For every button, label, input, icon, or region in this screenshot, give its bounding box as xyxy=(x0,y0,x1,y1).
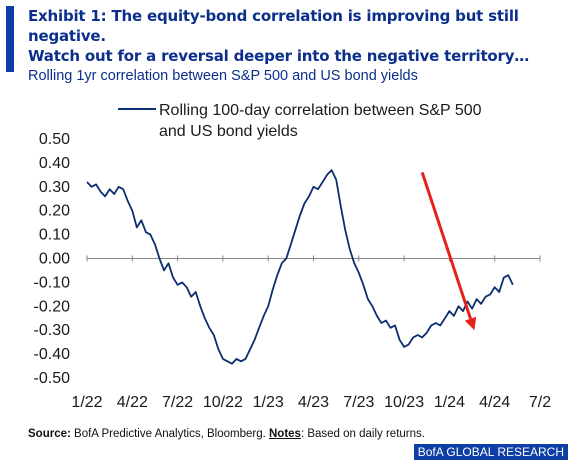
annotation-arrow-shaft xyxy=(420,171,472,320)
y-tick-label: 0.00 xyxy=(39,251,70,268)
source-text: BofA Predictive Analytics, Bloomberg. xyxy=(70,428,269,440)
x-tick-label: 7/2 xyxy=(529,394,551,411)
y-tick-label: -0.30 xyxy=(34,322,71,339)
y-tick-label: 0.10 xyxy=(39,227,70,244)
annotation-layer xyxy=(420,171,477,331)
chart-subtitle: Rolling 1yr correlation between S&P 500 … xyxy=(28,68,418,84)
chart-title: Exhibit 1: The equity-bond correlation i… xyxy=(28,6,568,66)
y-tick-label: 0.30 xyxy=(39,179,70,196)
chart-title-line-1: Exhibit 1: The equity-bond correlation i… xyxy=(28,7,519,45)
y-tick-label: 0.40 xyxy=(39,155,70,172)
y-axis: 0.50 0.40 0.30 0.20 0.10 0.00 -0.10 -0.20 -0.30 -… xyxy=(34,131,71,387)
x-tick-label: 4/23 xyxy=(298,394,329,411)
source-label: Source: xyxy=(28,428,71,440)
x-tick-label: 1/23 xyxy=(253,394,284,411)
chart-title-line-2: Watch out for a reversal deeper into the… xyxy=(28,47,530,65)
annotation-arrow-head xyxy=(464,316,477,331)
series-layer xyxy=(86,169,514,365)
y-tick-label: -0.50 xyxy=(34,370,71,387)
x-tick-label: 7/22 xyxy=(162,394,193,411)
x-tick-label: 7/23 xyxy=(343,394,374,411)
x-tick-label: 4/24 xyxy=(479,394,510,411)
title-accent-bar xyxy=(6,6,14,72)
series-line xyxy=(86,169,514,365)
legend-label-line-2: and US bond yields xyxy=(159,123,298,140)
correlation-line-chart: 0.50 0.40 0.30 0.20 0.10 0.00 -0.10 -0.20 -0.30 -… xyxy=(34,102,552,411)
x-tick-label: 1/24 xyxy=(434,394,465,411)
x-axis: 1/22 4/22 7/22 10/22 1/23 4/23 7/23 10/23 1/24 4/… xyxy=(71,255,551,411)
chart-footer: Source: BofA Predictive Analytics, Bloom… xyxy=(28,428,425,440)
notes-label: Notes xyxy=(268,428,301,440)
y-tick-label: -0.10 xyxy=(34,274,71,291)
x-tick-label: 1/22 xyxy=(71,394,102,411)
y-tick-label: 0.50 xyxy=(39,131,70,148)
y-tick-label: -0.40 xyxy=(34,346,71,363)
notes-text: : Based on daily returns. xyxy=(300,428,425,440)
chart-legend: Rolling 100-day correlation between S&P … xyxy=(118,102,482,140)
brand-watermark: BofA GLOBAL RESEARCH xyxy=(413,444,568,460)
x-tick-label: 10/23 xyxy=(384,394,424,411)
y-tick-label: 0.20 xyxy=(39,203,70,220)
legend-label-line-1: Rolling 100-day correlation between S&P … xyxy=(159,102,482,119)
x-tick-label: 10/22 xyxy=(203,394,243,411)
y-tick-label: -0.20 xyxy=(34,298,71,315)
x-tick-label: 4/22 xyxy=(117,394,148,411)
chart-header: Exhibit 1: The equity-bond correlation i… xyxy=(28,6,568,84)
